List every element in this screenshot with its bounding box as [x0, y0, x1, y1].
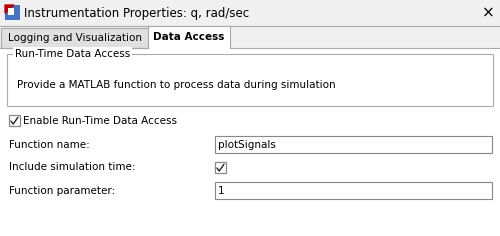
Text: 1: 1: [218, 185, 224, 195]
Bar: [0, 48, 500, 236]
Text: Instrumentation Properties: q, rad/sec: Instrumentation Properties: q, rad/sec: [24, 7, 249, 20]
Text: Function parameter:: Function parameter:: [9, 185, 115, 195]
Text: Logging and Visualization: Logging and Visualization: [8, 33, 141, 43]
Text: plotSignals: plotSignals: [218, 139, 276, 149]
Bar: [215, 162, 226, 173]
Bar: [0, 26, 500, 48]
Bar: [7, 54, 493, 106]
Polygon shape: [5, 5, 14, 13]
Bar: [9, 115, 20, 126]
Bar: [215, 182, 492, 199]
Text: Provide a MATLAB function to process data during simulation: Provide a MATLAB function to process dat…: [17, 80, 336, 90]
Bar: [8, 8, 14, 15]
Text: ×: ×: [482, 5, 494, 21]
Text: Enable Run-Time Data Access: Enable Run-Time Data Access: [23, 115, 177, 126]
Text: Data Access: Data Access: [154, 32, 224, 42]
Bar: [0, 0, 500, 26]
Bar: [5, 5, 20, 20]
Bar: [148, 26, 230, 49]
Bar: [1, 28, 148, 48]
Text: Run-Time Data Access: Run-Time Data Access: [15, 49, 130, 59]
Bar: [215, 136, 492, 153]
Text: Include simulation time:: Include simulation time:: [9, 163, 136, 173]
Text: Function name:: Function name:: [9, 139, 90, 149]
